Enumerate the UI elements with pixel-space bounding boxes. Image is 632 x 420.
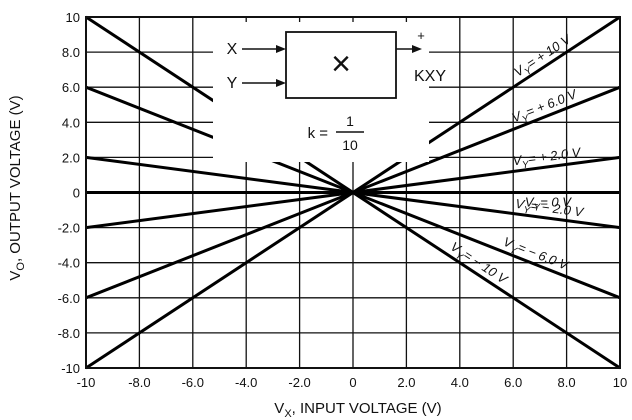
y-tick-label: -4.0: [58, 256, 80, 271]
k-label: k =: [308, 125, 329, 142]
y-tick-label: 4.0: [62, 115, 80, 130]
output-sign: +: [417, 28, 425, 43]
y-tick-label: 2.0: [62, 150, 80, 165]
x-tick-label: -2.0: [288, 375, 310, 390]
output-arrowhead: [412, 45, 422, 53]
x-tick-label: 8.0: [558, 375, 576, 390]
x-tick-label: -8.0: [128, 375, 150, 390]
series-label: VY= + 2.0 V: [512, 144, 583, 172]
k-numerator: 1: [346, 113, 354, 129]
x-tick-label: 6.0: [504, 375, 522, 390]
y-tick-label: -2.0: [58, 221, 80, 236]
series-label: VY= − 2.0 V: [514, 196, 585, 224]
y-tick-label: 10: [66, 10, 80, 25]
y-tick-label: 0: [73, 186, 80, 201]
series-labels: VY= + 10 VVY= + 6.0 VVY= + 2.0 VVY= 0 VV…: [448, 31, 585, 288]
plot-frame: [85, 16, 621, 369]
y-tick-label: -6.0: [58, 291, 80, 306]
y-tick-label: -10: [61, 361, 80, 376]
y-tick-label: -8.0: [58, 326, 80, 341]
x-tick-label: -4.0: [235, 375, 257, 390]
input-x-arrowhead: [276, 45, 286, 53]
x-tick-label: 0: [349, 375, 356, 390]
output-label: KXY: [414, 68, 446, 85]
y-tick-label: 6.0: [62, 80, 80, 95]
y-tick-labels: 10 8.0 6.0 4.0 2.0 0 -2.0 -4.0 -6.0 -8.0 -10: [58, 10, 80, 376]
multiply-symbol: ×: [331, 45, 351, 83]
series-label: VY= 0 V: [525, 195, 572, 214]
x-tick-label: 2.0: [397, 375, 415, 390]
series-line: [85, 15, 621, 370]
multiplier-diagram: X Y × + KXY k = 1 10: [213, 22, 446, 162]
input-y-arrowhead: [276, 79, 286, 87]
series-label: VY= − 6.0 V: [500, 234, 572, 277]
input-x-label: X: [227, 41, 238, 58]
y-axis-title: VO, OUTPUT VOLTAGE (V): [7, 95, 27, 280]
x-tick-labels: -10 -8.0 -6.0 -4.0 -2.0 0 2.0 4.0 6.0 8.0 10: [77, 375, 628, 390]
x-tick-label: -6.0: [182, 375, 204, 390]
x-tick-label: 10: [613, 375, 627, 390]
multiplier-box: [285, 31, 397, 99]
x-tick-label: -10: [77, 375, 96, 390]
series-lines: [85, 15, 621, 370]
y-tick-label: 8.0: [62, 45, 80, 60]
x-tick-label: 4.0: [451, 375, 469, 390]
input-y-label: Y: [227, 75, 238, 92]
x-axis-title: VX, INPUT VOLTAGE (V): [274, 400, 441, 420]
k-denominator: 10: [342, 137, 358, 153]
